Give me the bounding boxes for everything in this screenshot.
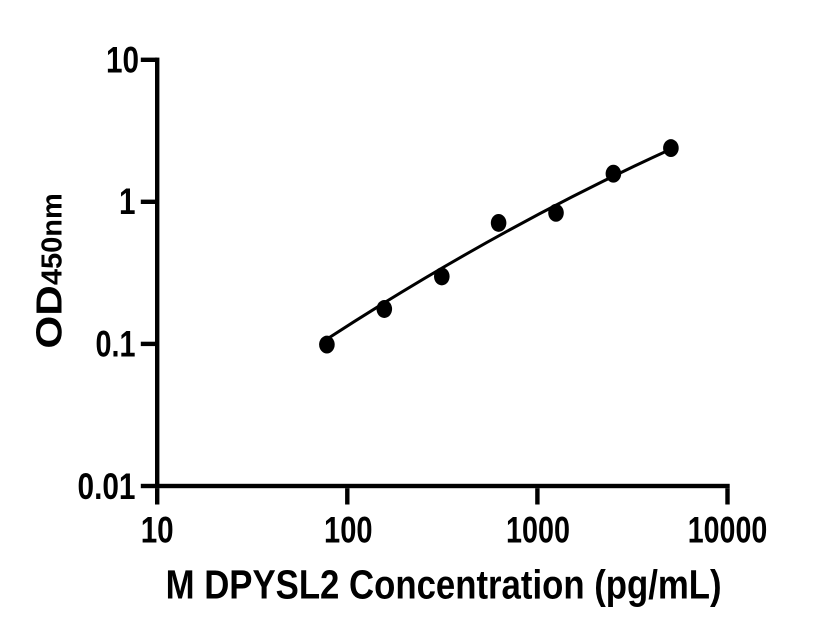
svg-text:10: 10	[141, 508, 174, 550]
svg-text:10000: 10000	[688, 508, 768, 550]
svg-text:10: 10	[106, 39, 139, 81]
svg-text:0.1: 0.1	[96, 323, 136, 365]
svg-text:OD450nm: OD450nm	[28, 193, 69, 349]
svg-text:0.01: 0.01	[78, 465, 136, 507]
svg-text:M DPYSL2 Concentration (pg/mL): M DPYSL2 Concentration (pg/mL)	[166, 562, 722, 608]
svg-text:1: 1	[119, 180, 136, 222]
svg-text:1000: 1000	[506, 508, 570, 550]
svg-text:100: 100	[324, 508, 373, 550]
